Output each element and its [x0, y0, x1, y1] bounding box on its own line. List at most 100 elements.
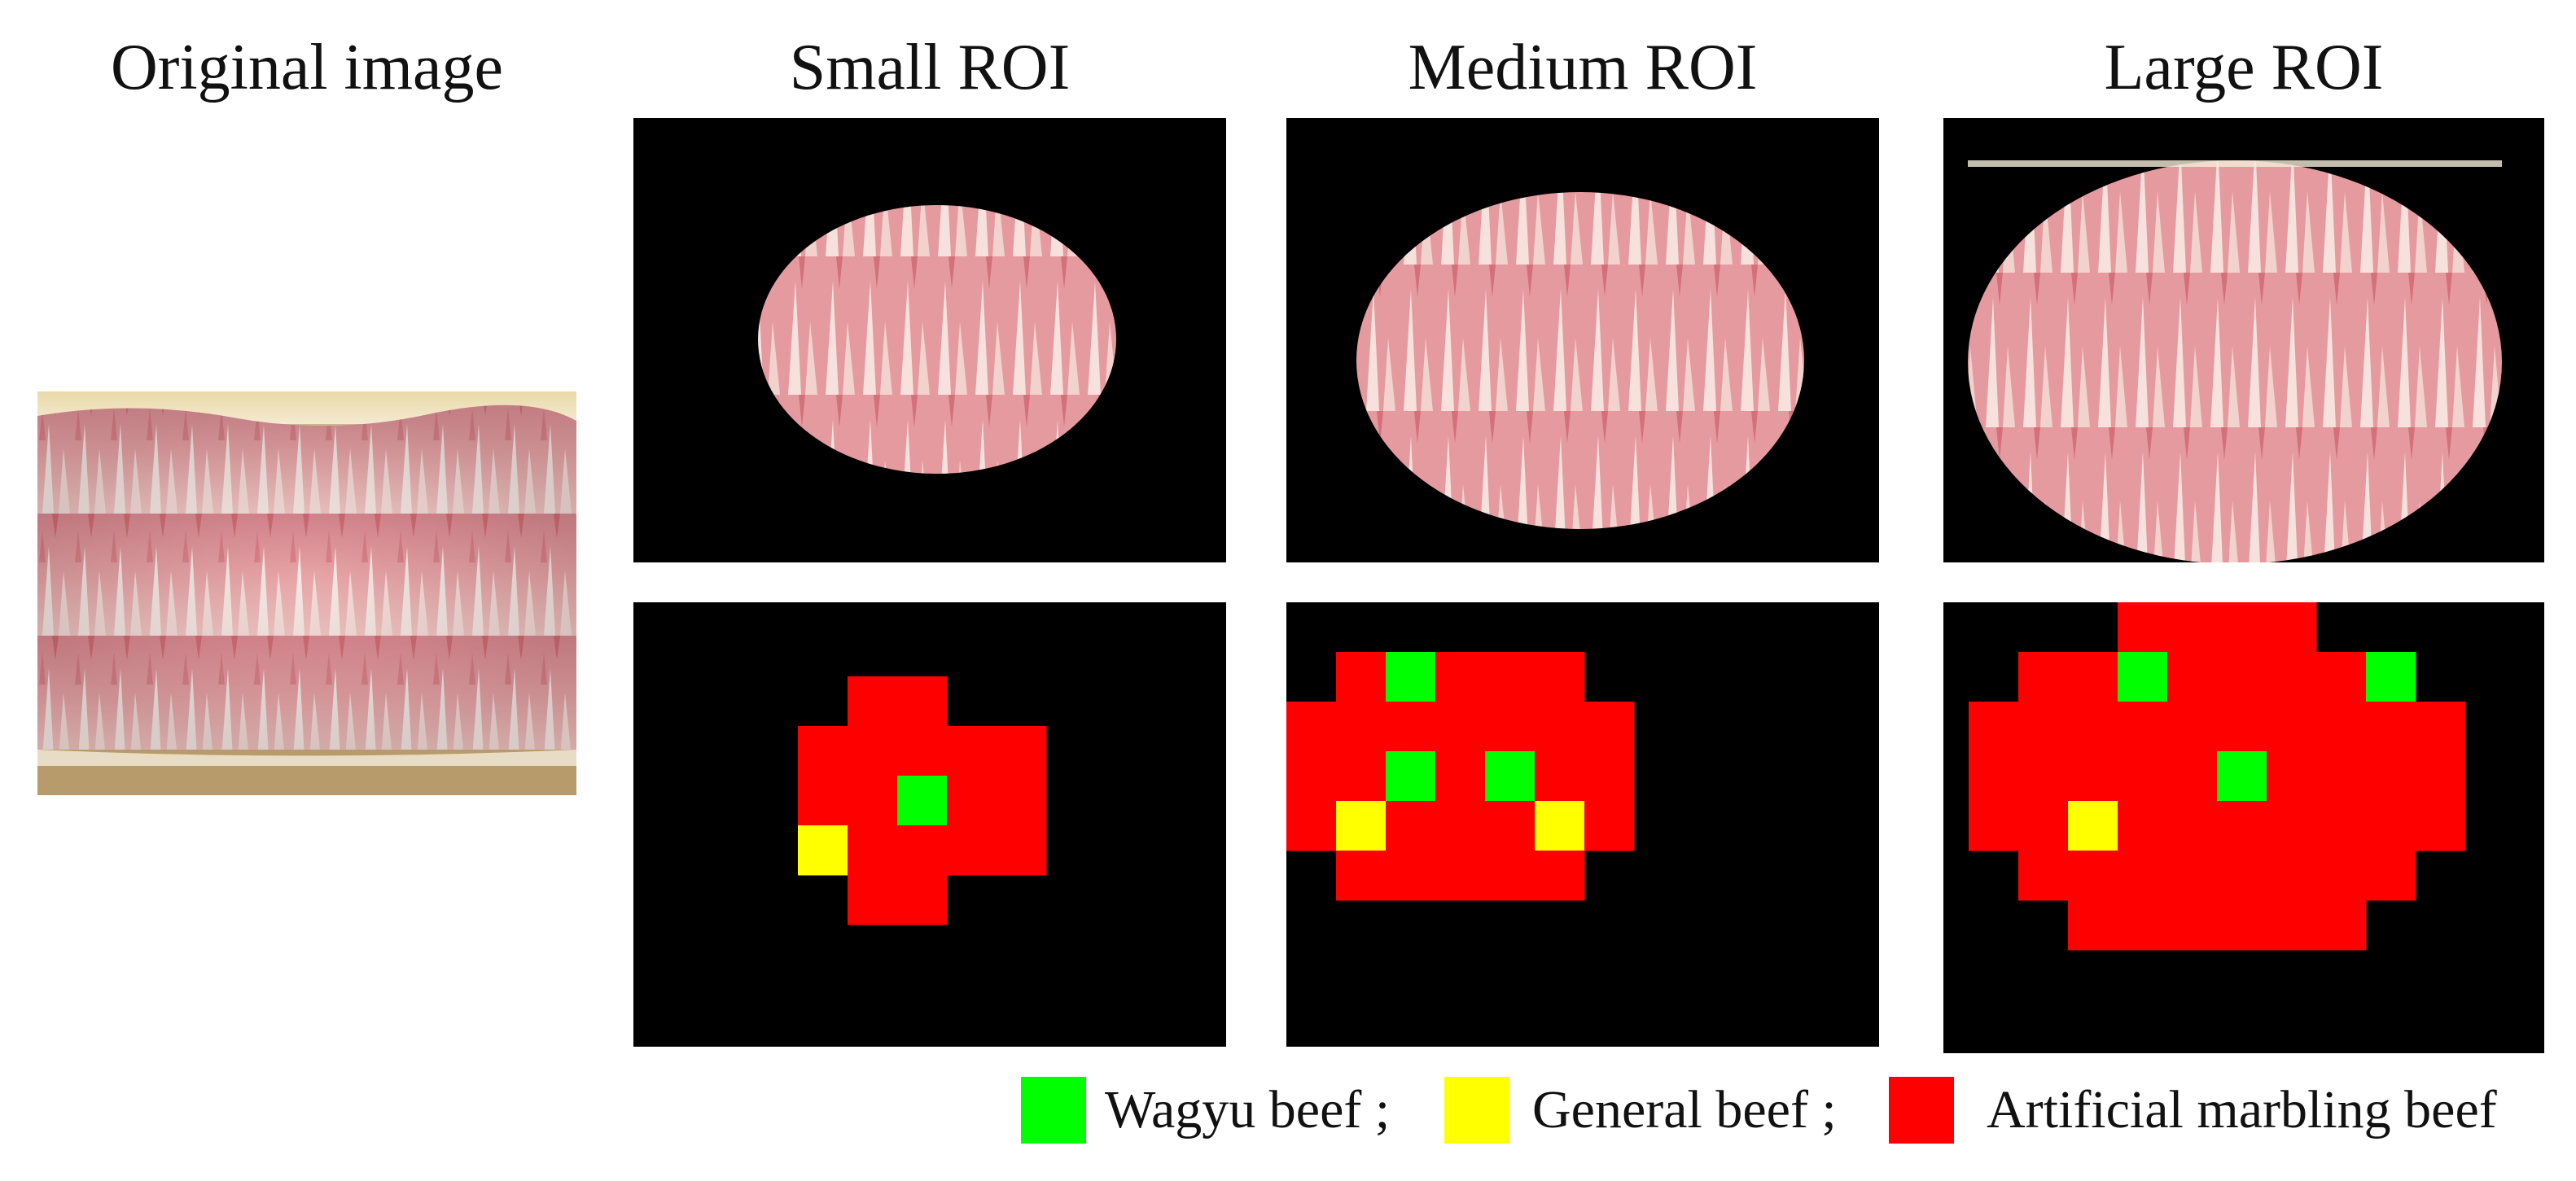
artificial-marbling-cell [2267, 751, 2317, 802]
wagyu-cell [1386, 751, 1436, 802]
artificial-marbling-cell [2167, 751, 2218, 802]
wagyu-cell [1386, 652, 1436, 702]
general-beef-cell [1336, 801, 1387, 851]
artificial-marbling-cell [2267, 900, 2317, 951]
artificial-marbling-cell [1584, 751, 1635, 802]
artificial-marbling-cell [1336, 751, 1387, 802]
artificial-marbling-cell [1485, 652, 1536, 702]
artificial-marbling-cell [947, 726, 997, 776]
artificial-marbling-cell [2316, 851, 2367, 901]
general-beef-cell [1535, 801, 1585, 851]
artificial-marbling-cell [2167, 900, 2218, 951]
artificial-marbling-cell [1969, 702, 2019, 752]
artificial-marbling-cell [2416, 801, 2466, 851]
artificial-marbling-cell [2068, 702, 2118, 752]
artificial-marbling-cell [947, 825, 997, 876]
artificial-marbling-cell [2316, 751, 2367, 802]
artificial-marbling-cell [997, 726, 1047, 776]
artificial-marbling-cell [2316, 801, 2367, 851]
artificial-marbling-cell [848, 825, 898, 876]
artificial-marbling-cell [2217, 801, 2267, 851]
artificial-marbling-cell [2416, 751, 2466, 802]
artificial-marbling-cell [1584, 801, 1635, 851]
legend-swatch-wagyu [1021, 1077, 1086, 1144]
artificial-marbling-cell [1535, 851, 1585, 901]
artificial-marbling-cell [997, 776, 1047, 826]
artificial-marbling-cell [2366, 801, 2416, 851]
medium-roi-image-panel [1286, 118, 1879, 562]
artificial-marbling-cell [897, 726, 948, 776]
artificial-marbling-cell [798, 726, 848, 776]
artificial-marbling-cell [2018, 801, 2069, 851]
artificial-marbling-cell [2267, 702, 2317, 752]
artificial-marbling-cell [1435, 801, 1486, 851]
artificial-marbling-cell [2366, 702, 2416, 752]
medium-roi-classification-panel [1286, 602, 1879, 1047]
artificial-marbling-cell [947, 776, 997, 826]
artificial-marbling-cell [2217, 652, 2267, 702]
artificial-marbling-cell [2167, 652, 2218, 702]
artificial-marbling-cell [2267, 652, 2317, 702]
legend-label-general: General beef ; [1532, 1080, 1837, 1139]
artificial-marbling-cell [1969, 801, 2019, 851]
artificial-marbling-cell [1584, 702, 1635, 752]
small-roi-classification-panel [633, 602, 1226, 1047]
artificial-marbling-cell [2118, 801, 2168, 851]
artificial-marbling-cell [1386, 702, 1436, 752]
large-roi-image-panel [1943, 118, 2544, 562]
artificial-marbling-cell [2018, 652, 2069, 702]
legend-swatch-artificial [1889, 1077, 1954, 1144]
artificial-marbling-cell [2068, 851, 2118, 901]
artificial-marbling-cell [1386, 851, 1436, 901]
legend-label-artificial: Artificial marbling beef [1987, 1080, 2497, 1139]
wagyu-cell [897, 776, 948, 826]
artificial-marbling-cell [2316, 652, 2367, 702]
artificial-marbling-cell [2167, 801, 2218, 851]
artificial-marbling-cell [1485, 702, 1536, 752]
artificial-marbling-cell [1386, 801, 1436, 851]
artificial-marbling-cell [2167, 851, 2218, 901]
small-roi-image-panel [633, 118, 1226, 562]
artificial-marbling-cell [2167, 702, 2218, 752]
artificial-marbling-cell [848, 875, 898, 925]
artificial-marbling-cell [1969, 751, 2019, 802]
large-roi-classification-panel [1943, 602, 2544, 1053]
legend-label-wagyu: Wagyu beef ; [1105, 1080, 1391, 1139]
general-beef-cell [2068, 801, 2118, 851]
artificial-marbling-cell [2217, 602, 2267, 653]
artificial-marbling-cell [1535, 652, 1585, 702]
artificial-marbling-cell [997, 825, 1047, 876]
artificial-marbling-cell [2018, 851, 2069, 901]
artificial-marbling-cell [2416, 702, 2466, 752]
artificial-marbling-cell [2118, 751, 2168, 802]
artificial-marbling-cell [1336, 652, 1387, 702]
title-original-image: Original image [110, 32, 504, 103]
title-medium-roi: Medium ROI [1408, 32, 1758, 103]
artificial-marbling-cell [1286, 751, 1337, 802]
artificial-marbling-cell [2366, 851, 2416, 901]
artificial-marbling-cell [1535, 751, 1585, 802]
artificial-marbling-cell [2267, 801, 2317, 851]
artificial-marbling-cell [1336, 851, 1387, 901]
artificial-marbling-cell [2316, 702, 2367, 752]
wagyu-cell [2366, 652, 2416, 702]
artificial-marbling-cell [897, 676, 948, 727]
artificial-marbling-cell [1435, 702, 1486, 752]
wagyu-cell [2118, 652, 2168, 702]
artificial-marbling-cell [2068, 652, 2118, 702]
artificial-marbling-cell [2118, 851, 2168, 901]
title-large-roi: Large ROI [2104, 32, 2384, 103]
artificial-marbling-cell [2167, 602, 2218, 653]
artificial-marbling-cell [897, 825, 948, 876]
artificial-marbling-cell [2068, 900, 2118, 951]
artificial-marbling-cell [2018, 751, 2069, 802]
artificial-marbling-cell [1435, 652, 1486, 702]
artificial-marbling-cell [1336, 702, 1387, 752]
artificial-marbling-cell [897, 875, 948, 925]
artificial-marbling-cell [1485, 801, 1536, 851]
legend-swatch-general [1444, 1077, 1509, 1144]
artificial-marbling-cell [1435, 851, 1486, 901]
artificial-marbling-cell [1485, 851, 1536, 901]
artificial-marbling-cell [2118, 602, 2168, 653]
artificial-marbling-cell [848, 726, 898, 776]
